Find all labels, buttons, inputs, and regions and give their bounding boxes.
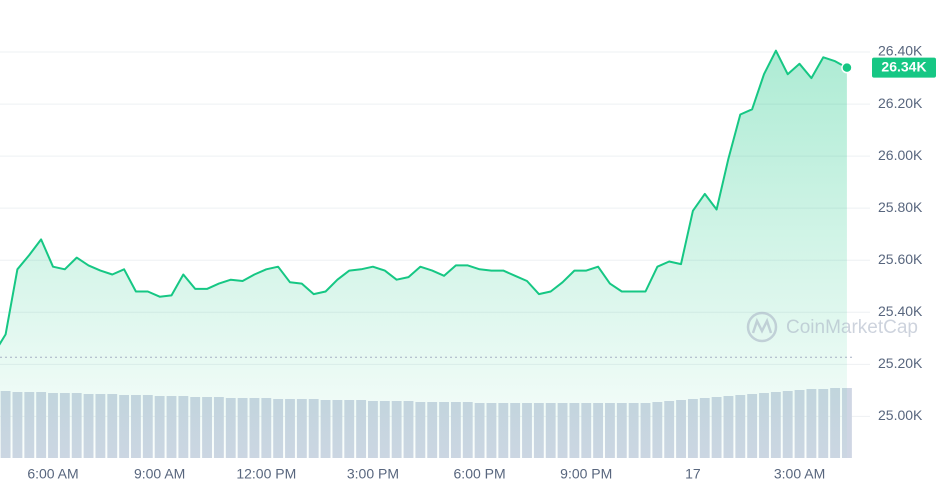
watermark-logo bbox=[746, 311, 778, 343]
y-tick-label: 25.60K bbox=[878, 251, 923, 267]
x-tick-label: 3:00 AM bbox=[774, 466, 825, 482]
x-tick-label: 17 bbox=[685, 466, 701, 482]
price-tag-label: 26.34K bbox=[881, 58, 926, 74]
watermark-logo-mark bbox=[751, 317, 773, 334]
x-tick-label: 9:00 AM bbox=[134, 466, 185, 482]
y-tick-label: 25.80K bbox=[878, 199, 923, 215]
y-tick-label: 25.00K bbox=[878, 407, 923, 423]
price-area bbox=[0, 50, 847, 458]
watermark-text: CoinMarketCap bbox=[786, 317, 918, 338]
x-tick-label: 3:00 PM bbox=[347, 466, 399, 482]
price-line bbox=[0, 49, 848, 346]
y-tick-label: 26.00K bbox=[878, 147, 923, 163]
volume-bar bbox=[842, 388, 852, 458]
y-tick-label: 26.20K bbox=[878, 95, 923, 111]
watermark: CoinMarketCap bbox=[746, 311, 918, 343]
y-tick-label: 25.40K bbox=[878, 303, 923, 319]
x-tick-label: 12:00 PM bbox=[236, 466, 296, 482]
x-tick-label: 6:00 AM bbox=[27, 466, 78, 482]
plot bbox=[0, 49, 852, 458]
axes: 25.00K 25.20K 25.40K 25.60K 25.80K 26.00K 26.2… bbox=[27, 43, 936, 482]
x-tick-label: 9:00 PM bbox=[560, 466, 612, 482]
y-tick-label: 26.40K bbox=[878, 43, 923, 59]
last-point bbox=[841, 61, 853, 74]
price-tag bbox=[872, 57, 936, 78]
y-tick-label: 25.20K bbox=[878, 355, 923, 371]
x-tick-label: 6:00 PM bbox=[454, 466, 506, 482]
